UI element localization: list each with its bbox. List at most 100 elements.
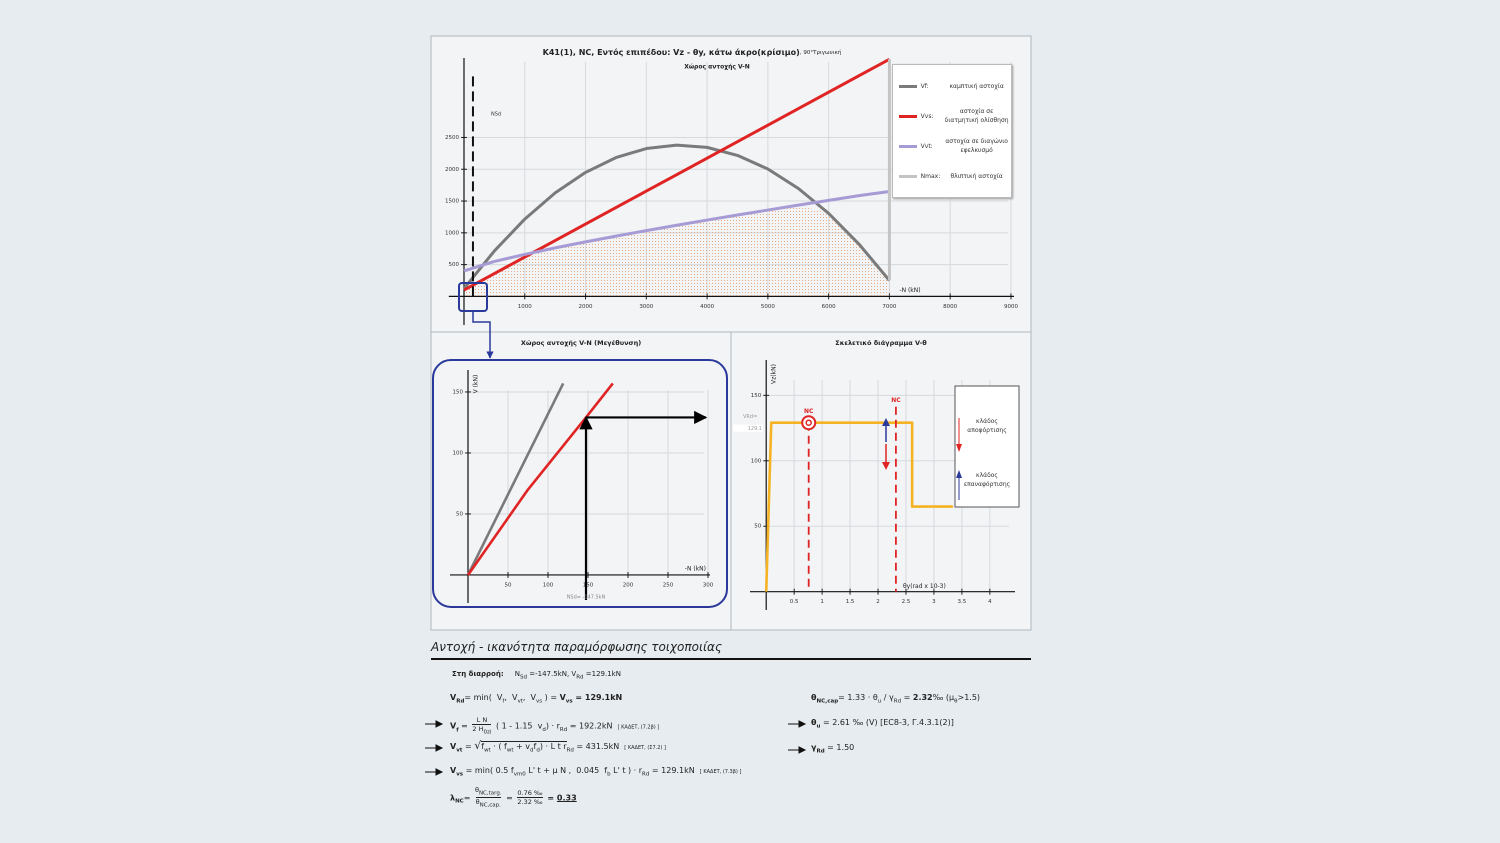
text: θ bbox=[811, 718, 817, 727]
text: ‰ (μ bbox=[932, 693, 955, 702]
chart-title: K41(1), NC, Εντός επιπέδου: Vz - θy, κάτ… bbox=[543, 47, 842, 57]
text: θ bbox=[475, 798, 480, 807]
text: d bbox=[536, 747, 540, 754]
text: = 1.33 · θ bbox=[838, 693, 878, 702]
text: >1.5) bbox=[957, 693, 981, 702]
vrd-formula: VRd= min( Vf, Vvt, Vvs ) = Vvs = 129.1kN bbox=[450, 692, 622, 708]
x-tick-label: 9000 bbox=[1004, 304, 1018, 310]
nc-label: NC bbox=[804, 408, 814, 415]
x-tick-label: 2000 bbox=[579, 304, 593, 310]
y-tick-label: 2500 bbox=[445, 135, 459, 141]
chart-title: Σκελετικό διάγραμμα V-θ bbox=[835, 339, 927, 347]
text: = 129.1kN bbox=[649, 766, 695, 775]
chart-title: Χώρος αντοχής V-N (Μεγέθυνση) bbox=[521, 339, 641, 347]
text: ( 1 - 1.15 v bbox=[493, 721, 543, 731]
text: wt bbox=[506, 747, 514, 754]
text: Sd bbox=[520, 674, 528, 681]
x-tick-label: 6000 bbox=[822, 304, 836, 310]
y-tick-label: 150 bbox=[751, 393, 762, 399]
text: L' t ) · r bbox=[610, 766, 643, 775]
text: = bbox=[462, 742, 475, 751]
y-axis-label: Vz(kN) bbox=[771, 364, 778, 384]
title-text: K41(1), NC, Εντός επιπέδου: Vz - θy, κάτ… bbox=[543, 47, 800, 57]
text: vt bbox=[456, 747, 463, 754]
text: d bbox=[542, 727, 546, 734]
nc-label: NC bbox=[891, 397, 901, 404]
x-tick-label: 100 bbox=[543, 582, 554, 588]
chart-subtitle: Χώρος αντοχής V-N bbox=[684, 64, 750, 71]
x-tick-label: 2 bbox=[876, 599, 880, 605]
text: [ ΚΑΔΕΤ, (7.2β) ] bbox=[617, 724, 660, 731]
text: vm0 bbox=[513, 771, 526, 778]
text: vs bbox=[456, 771, 464, 778]
nsd-label: NSd= -147.5kN bbox=[567, 595, 606, 601]
legend-text: κλάδος αποφόρτισης bbox=[967, 418, 1007, 434]
text: NC,cap bbox=[816, 698, 839, 705]
x-tick-label: 3000 bbox=[639, 304, 653, 310]
formula-arrows bbox=[425, 720, 807, 776]
y-tick-label: 150 bbox=[453, 389, 464, 395]
text: = 431.5kN bbox=[573, 742, 620, 751]
series-line bbox=[462, 143, 891, 290]
nc-target-marker bbox=[801, 415, 817, 431]
text: =129.1kN bbox=[583, 670, 621, 678]
text: / γ bbox=[881, 693, 894, 702]
text: f bbox=[533, 742, 537, 751]
nsd-label: NSd bbox=[491, 112, 501, 118]
plots: 1000 2000 3000 4000 5000 6000 7000 8000 9000 500 1… bbox=[445, 47, 1018, 610]
text: 0.33 bbox=[556, 793, 577, 803]
text: N bbox=[514, 670, 521, 678]
legend-description: αστοχία σε διαγώνιο εφελκυσμό bbox=[945, 138, 1008, 154]
y-tick-label: 500 bbox=[448, 262, 459, 268]
text: Rd bbox=[642, 771, 650, 778]
x-tick-label: 200 bbox=[623, 582, 634, 588]
text: 2.32 bbox=[912, 693, 933, 702]
zoom-frame bbox=[432, 359, 728, 608]
nc-target-dot bbox=[805, 419, 812, 426]
x-tick-label: 1000 bbox=[518, 304, 532, 310]
legend-entry: Vf: καμπτική αστοχία bbox=[893, 71, 1011, 101]
text: + v bbox=[513, 742, 531, 751]
x-tick-label: 8000 bbox=[943, 304, 957, 310]
x-tick-label: 5000 bbox=[761, 304, 775, 310]
legend-name: Vvs: bbox=[920, 112, 934, 120]
text: Rd bbox=[893, 698, 902, 705]
text: NC,targ. bbox=[478, 790, 502, 797]
text: Στη διαρροή: bbox=[452, 670, 504, 678]
legend-description: καμπτική αστοχία bbox=[949, 82, 1004, 90]
text: f bbox=[481, 742, 485, 751]
text: u bbox=[816, 723, 821, 730]
text: Rd bbox=[576, 674, 584, 681]
legend-description: αστοχία σε διατμητική ολίσθηση bbox=[944, 108, 1009, 124]
legend-swatch bbox=[899, 174, 917, 178]
text: Rd bbox=[566, 747, 574, 754]
text: = 2.61 ‰ (V) [EC8-3, Γ.4.3.1(2)] bbox=[820, 718, 954, 727]
x-tick-label: 4000 bbox=[700, 304, 714, 310]
text: , V bbox=[522, 693, 536, 702]
x-axis-label: θy(rad x 10-3) bbox=[903, 583, 946, 590]
vvs-formula: Vvs = min( 0.5 fvm0 L' t + μ N , 0.045 f… bbox=[450, 765, 741, 781]
title-note: , 90°Τριγωνική bbox=[800, 49, 842, 56]
legend-entry: Nmax: θλιπτική αστοχία bbox=[893, 161, 1011, 191]
text: [ ΚΑΔΕΤ, (7.3β) ] bbox=[699, 769, 742, 775]
x-tick-label: 3 bbox=[932, 599, 936, 605]
gamma-formula: γRd = 1.50 bbox=[811, 742, 854, 758]
text: θ bbox=[811, 693, 817, 702]
legend-swatch bbox=[899, 144, 917, 148]
text: d bbox=[530, 747, 534, 754]
text: =-147.5kN, V bbox=[527, 670, 577, 678]
legend-swatch bbox=[899, 84, 917, 88]
text: = bbox=[458, 721, 471, 731]
vrd-label: VRd= bbox=[743, 414, 757, 420]
x-tick-label: 300 bbox=[703, 582, 714, 588]
text: ) · L t r bbox=[539, 742, 567, 751]
text: γ bbox=[811, 743, 817, 752]
text: Rd bbox=[456, 698, 465, 705]
theta-cap-formula: θNC,cap= 1.33 · θu / γRd = 2.32‰ (μθ>1.5… bbox=[811, 692, 980, 708]
text: V bbox=[450, 721, 457, 731]
text: = 1.50 bbox=[824, 743, 855, 752]
text: V bbox=[450, 766, 457, 775]
text: = 129.1kN bbox=[572, 693, 623, 702]
